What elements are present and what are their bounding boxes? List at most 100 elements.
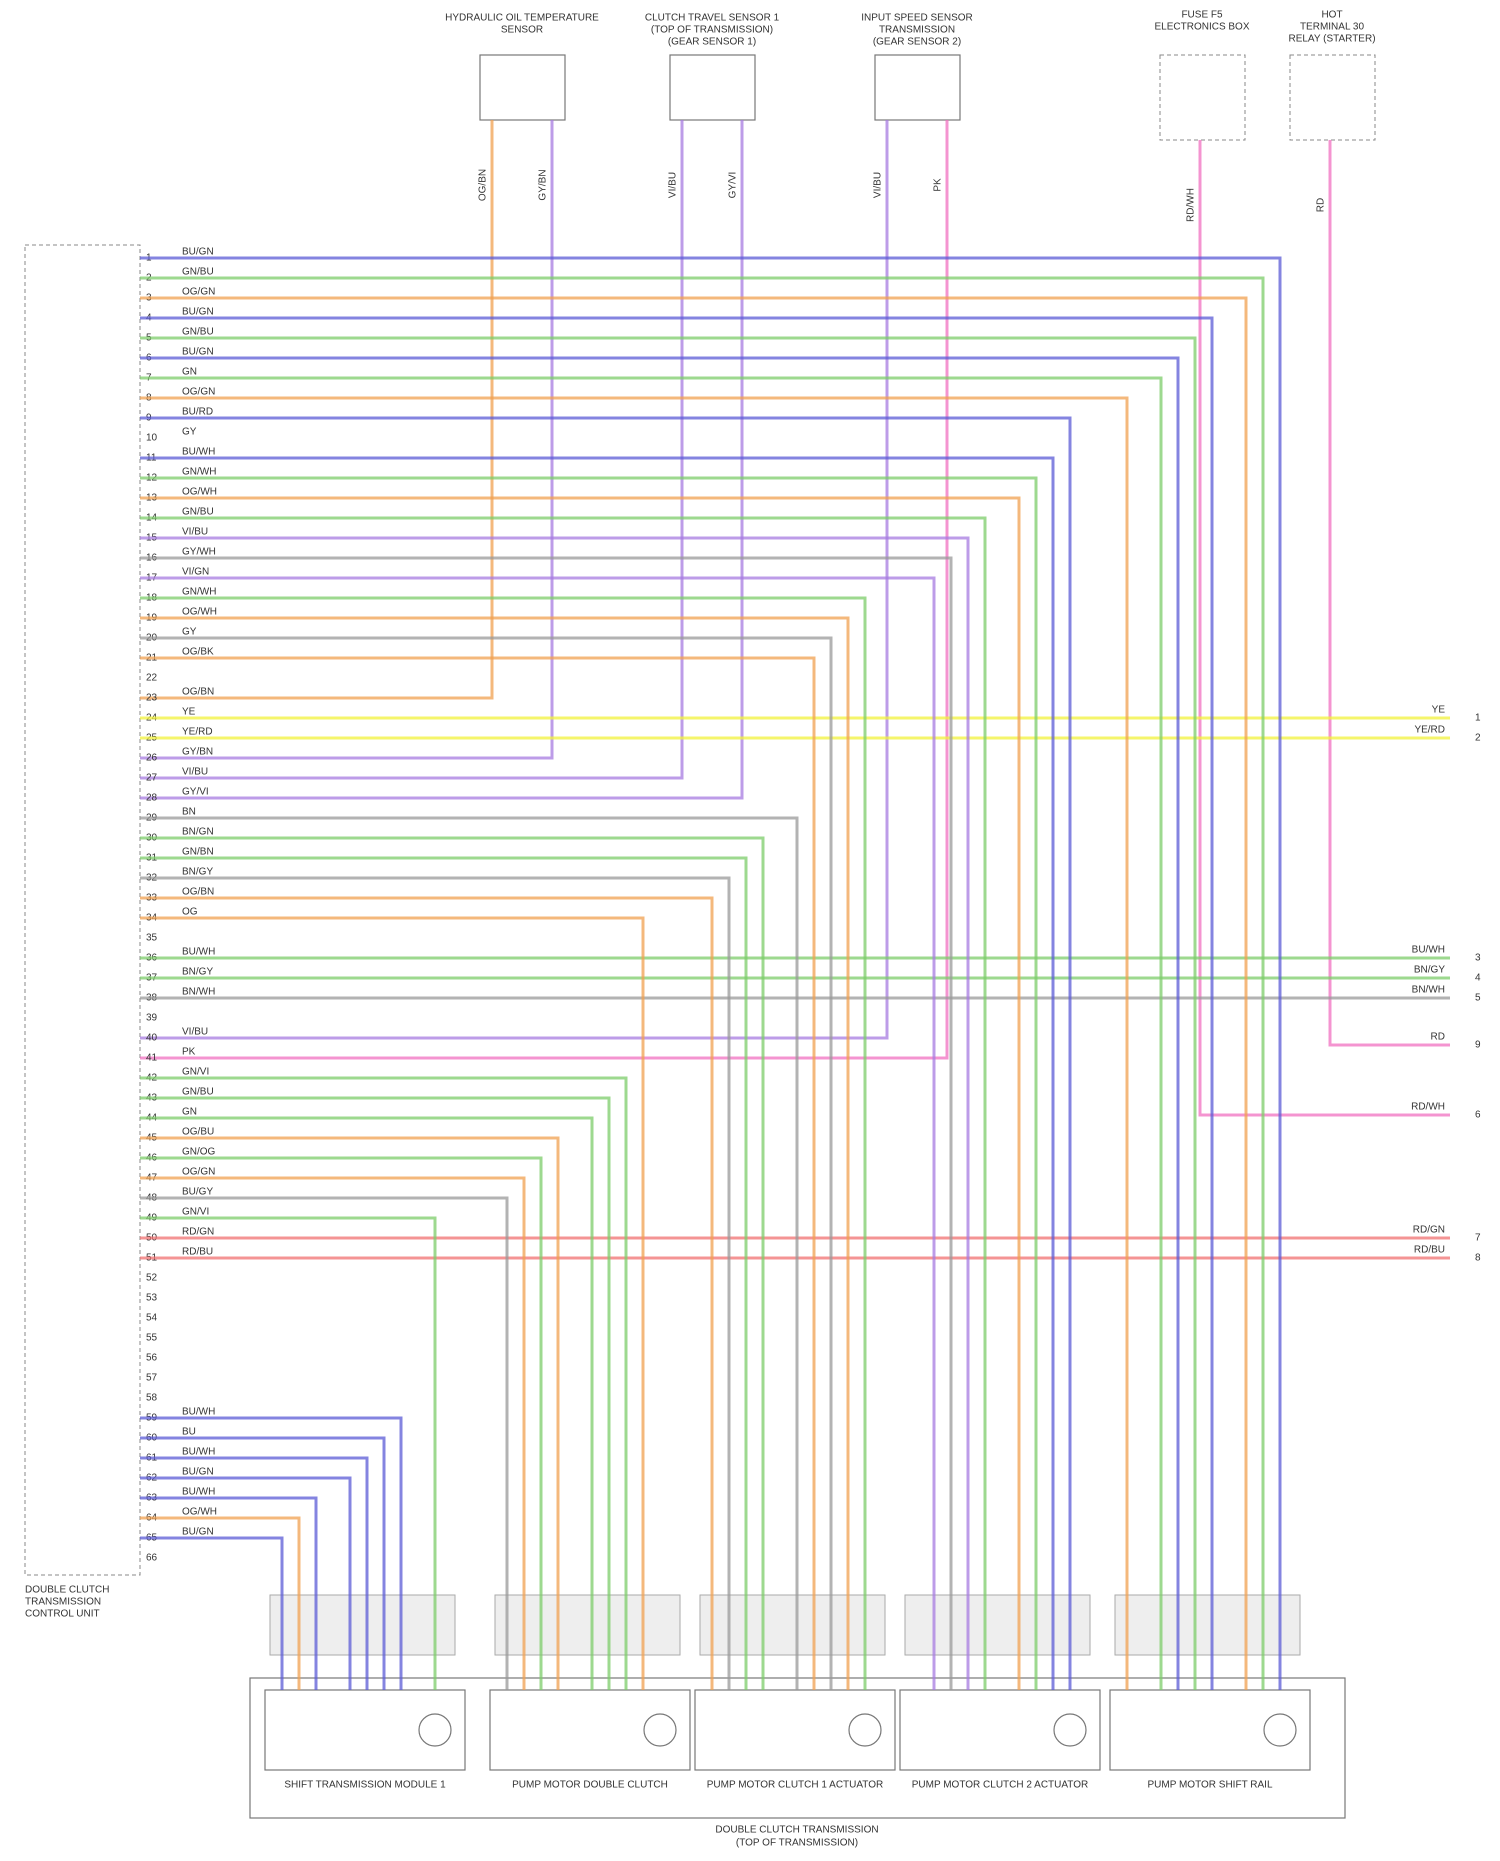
module-label: SHIFT TRANSMISSION MODULE 1 [284, 1780, 446, 1791]
pin-wire-label: BU/WH [182, 447, 215, 458]
pin-wire-label: VI/GN [182, 567, 209, 578]
pin-wire-label: VI/BU [182, 1027, 208, 1038]
pin-wire-label: GN/OG [182, 1147, 216, 1158]
module-box [1109, 1689, 1311, 1771]
fuse-label: FUSE F5 [1181, 10, 1223, 21]
pin-wire-label: BN [182, 807, 196, 818]
component-box [479, 54, 566, 121]
wire [140, 656, 816, 1690]
pin-wire-label: BN/GY [182, 967, 213, 978]
terminal-pin: 9 [1475, 1040, 1481, 1051]
module-symbol [1053, 1713, 1087, 1747]
wire [140, 536, 970, 1690]
module-box [899, 1689, 1101, 1771]
wire [140, 1176, 526, 1690]
pin-wire-label: GN/VI [182, 1067, 209, 1078]
wire [140, 120, 494, 700]
component-label: INPUT SPEED SENSOR [861, 13, 973, 24]
wire-label: RD [1316, 198, 1327, 212]
pin-wire-label: BU/WH [182, 947, 215, 958]
wire-label: GY/VI [728, 172, 739, 199]
terminal-pin: 3 [1475, 953, 1481, 964]
wire [140, 356, 1180, 1690]
module-housing [1114, 1594, 1301, 1656]
pin-number: 40 [146, 1033, 158, 1044]
wire [1328, 140, 1450, 1047]
pin-wire-label: BU/RD [182, 407, 213, 418]
wire [140, 120, 684, 780]
pin-wire-label: GN/WH [182, 587, 216, 598]
component-label: (GEAR SENSOR 1) [668, 37, 756, 48]
pin-wire-label: OG/BK [182, 647, 214, 658]
assembly-outline [249, 1677, 1346, 1819]
pin-wire-label: GN/BN [182, 847, 214, 858]
wire [140, 556, 953, 1690]
wire [140, 256, 1282, 1690]
pin-number: 52 [146, 1273, 158, 1284]
pin-wire-label: BN/GN [182, 827, 214, 838]
terminal-label: BN/WH [1412, 985, 1445, 996]
wire-label: VI/BU [873, 172, 884, 198]
wire [140, 856, 748, 1690]
wire [140, 576, 936, 1690]
wire [140, 1216, 437, 1690]
wire [1198, 140, 1450, 1117]
wire [140, 1476, 352, 1690]
terminal-pin: 7 [1475, 1233, 1481, 1244]
pin-wire-label: GN/VI [182, 1207, 209, 1218]
module-label: PUMP MOTOR SHIFT RAIL [1147, 1780, 1272, 1791]
pin-wire-label: BU [182, 1427, 196, 1438]
wire-label: PK [933, 178, 944, 192]
module-housing [904, 1594, 1091, 1656]
wire-label: RD/WH [1186, 188, 1197, 222]
pin-wire-label: BU/WH [182, 1407, 215, 1418]
wire [140, 1156, 543, 1690]
fuse-box [1289, 54, 1376, 141]
pin-wire-label: GN/WH [182, 467, 216, 478]
pin-number: 26 [146, 753, 158, 764]
terminal-pin: 8 [1475, 1253, 1481, 1264]
wire [140, 1496, 318, 1690]
pin-wire-label: YE/RD [182, 727, 213, 738]
pin-wire-label: BN/GY [182, 867, 213, 878]
terminal-pin: 2 [1475, 733, 1481, 744]
pin-wire-label: GN [182, 367, 197, 378]
wire [140, 416, 1072, 1690]
pin-wire-label: VI/BU [182, 767, 208, 778]
pin-wire-label: OG/BN [182, 887, 214, 898]
pin-number: 27 [146, 773, 158, 784]
wire [140, 496, 1021, 1690]
module-box [489, 1689, 691, 1771]
wire [140, 1456, 369, 1690]
pin-wire-label: BU/GN [182, 247, 214, 258]
pin-wire-label: GN/BU [182, 267, 214, 278]
module-box [264, 1689, 466, 1771]
pin-wire-label: BU/GN [182, 1527, 214, 1538]
pin-wire-label: RD/GN [182, 1227, 214, 1238]
wire [140, 120, 744, 800]
pin-wire-label: GN/BU [182, 507, 214, 518]
fuse-label: ELECTRONICS BOX [1154, 22, 1249, 33]
pin-wire-label: GY/BN [182, 747, 213, 758]
wire [140, 1516, 301, 1690]
wire [140, 336, 1197, 1690]
wire-label: OG/BN [478, 169, 489, 201]
module-housing [269, 1594, 456, 1656]
fuse-label: TERMINAL 30 [1300, 22, 1365, 33]
component-label: CLUTCH TRAVEL SENSOR 1 [645, 13, 780, 24]
wire [140, 916, 645, 1690]
pin-wire-label: OG [182, 907, 198, 918]
wire [140, 1536, 284, 1690]
wire [140, 1136, 560, 1690]
pin-wire-label: GN [182, 1107, 197, 1118]
wire [140, 1196, 509, 1690]
pin-number: 58 [146, 1393, 158, 1404]
pin-wire-label: OG/WH [182, 1507, 217, 1518]
terminal-label: YE/RD [1414, 725, 1445, 736]
module-housing [699, 1594, 886, 1656]
component-box [874, 54, 961, 121]
module-label: PUMP MOTOR CLUTCH 2 ACTUATOR [912, 1780, 1089, 1791]
pin-wire-label: BU/GN [182, 1467, 214, 1478]
terminal-pin: 1 [1475, 713, 1481, 724]
